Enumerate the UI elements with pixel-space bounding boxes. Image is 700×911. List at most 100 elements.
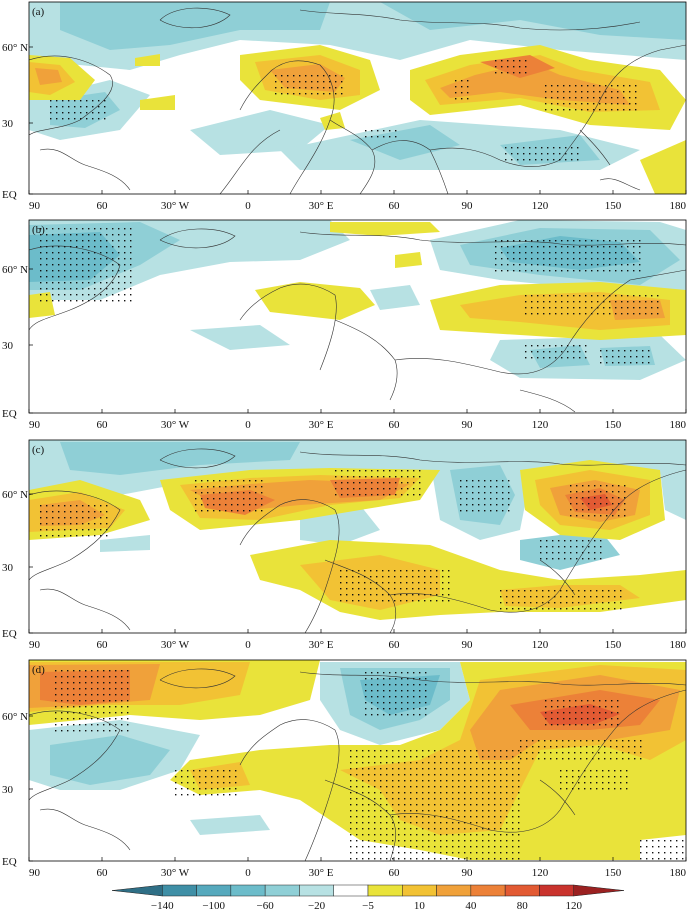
stipple-dot [370, 588, 372, 590]
stipple-dot [374, 834, 376, 836]
stipple-dot [543, 345, 545, 347]
stipple-dot [106, 300, 108, 302]
stipple-dot [79, 688, 81, 690]
stipple-dot [624, 509, 626, 511]
stipple-dot [446, 780, 448, 782]
stipple-dot [400, 588, 402, 590]
stipple-dot [560, 788, 562, 790]
stipple-dot [79, 712, 81, 714]
stipple-dot [518, 780, 520, 782]
stipple-dot [64, 288, 66, 290]
stipple-dot [389, 702, 391, 704]
stipple-dot [561, 301, 563, 303]
stipple-dot [578, 776, 580, 778]
stipple-dot [517, 147, 519, 149]
stipple-dot [40, 234, 42, 236]
stipple-dot [506, 834, 508, 836]
stipple-dot [569, 109, 571, 111]
stipple-dot [652, 846, 654, 848]
stipple-dot [416, 804, 418, 806]
stipple-dot [460, 480, 462, 482]
stipple-dot [422, 750, 424, 752]
stipple-dot [594, 558, 596, 560]
stipple-dot [525, 301, 527, 303]
stipple-dot [106, 270, 108, 272]
stipple-dot [311, 75, 313, 77]
stipple-dot [416, 846, 418, 848]
stipple-dot [424, 594, 426, 596]
stipple-dot [362, 816, 364, 818]
stipple-dot [605, 109, 607, 111]
stipple-dot [380, 846, 382, 848]
stipple-dot [371, 702, 373, 704]
stipple-dot [531, 252, 533, 254]
stipple-dot [362, 756, 364, 758]
stipple-dot [541, 159, 543, 161]
stipple-dot [341, 482, 343, 484]
stipple-dot [602, 590, 604, 592]
stipple-dot [434, 780, 436, 782]
stipple-dot [380, 804, 382, 806]
stipple-dot [94, 270, 96, 272]
stipple-dot [525, 240, 527, 242]
stipple-dot [58, 294, 60, 296]
stipple-dot [335, 75, 337, 77]
stipple-dot [201, 504, 203, 506]
stipple-dot [82, 300, 84, 302]
stipple-dot [106, 246, 108, 248]
stipple-dot [419, 714, 421, 716]
stipple-dot [329, 87, 331, 89]
stipple-dot [506, 846, 508, 848]
stipple-dot [50, 112, 52, 114]
stipple-dot [398, 840, 400, 842]
stipple-dot [70, 240, 72, 242]
stipple-dot [374, 756, 376, 758]
stipple-dot [55, 688, 57, 690]
stipple-dot [368, 786, 370, 788]
stipple-dot [490, 492, 492, 494]
stipple-dot [91, 724, 93, 726]
stipple-dot [570, 540, 572, 542]
stipple-dot [488, 792, 490, 794]
stipple-dot [97, 712, 99, 714]
stipple-dot [364, 576, 366, 578]
stipple-dot [571, 153, 573, 155]
stipple-dot [593, 724, 595, 726]
stipple-dot [187, 776, 189, 778]
stipple-dot [394, 600, 396, 602]
stipple-dot [592, 752, 594, 754]
stipple-dot [495, 240, 497, 242]
stipple-dot [531, 295, 533, 297]
stipple-dot [594, 485, 596, 487]
stipple-dot [434, 774, 436, 776]
stipple-dot [494, 816, 496, 818]
stipple-dot [410, 804, 412, 806]
stipple-dot [115, 724, 117, 726]
stipple-dot [682, 852, 684, 854]
stipple-dot [585, 351, 587, 353]
stipple-dot [395, 702, 397, 704]
stipple-dot [552, 540, 554, 542]
stipple-dot [484, 486, 486, 488]
stipple-dot [600, 552, 602, 554]
stipple-dot [118, 282, 120, 284]
stipple-dot [70, 511, 72, 513]
stipple-dot [249, 492, 251, 494]
stipple-dot [579, 351, 581, 353]
stipple-dot [52, 258, 54, 260]
stipple-dot [614, 776, 616, 778]
stipple-dot [464, 834, 466, 836]
stipple-dot [446, 768, 448, 770]
stipple-dot [500, 810, 502, 812]
stipple-dot [570, 515, 572, 517]
stipple-dot [608, 602, 610, 604]
stipple-dot [648, 350, 650, 352]
stipple-dot [557, 103, 559, 105]
stipple-dot [587, 718, 589, 720]
stipple-dot [231, 504, 233, 506]
stipple-dot [563, 712, 565, 714]
stipple-dot [682, 846, 684, 848]
stipple-dot [576, 509, 578, 511]
stipple-dot [617, 712, 619, 714]
stipple-dot [195, 498, 197, 500]
